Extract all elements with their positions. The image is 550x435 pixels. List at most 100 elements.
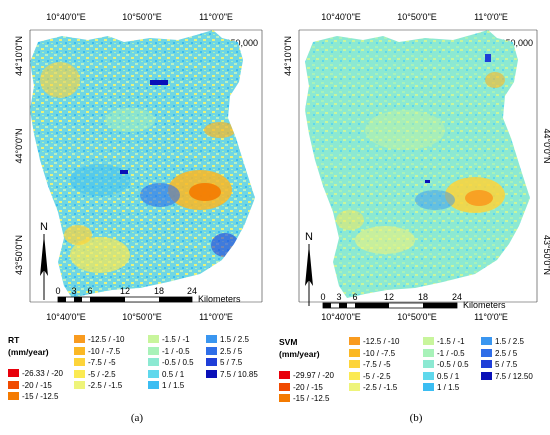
legend-label: 1 / 1.5	[437, 383, 460, 392]
legend-swatch	[74, 346, 85, 355]
legend-swatch	[8, 369, 19, 377]
legend-label: -29.97 / -20	[293, 371, 334, 380]
panel-rt: 10°40'0"E 10°50'0"E 11°0'0"E 10°40'0"E 1…	[8, 12, 263, 424]
legend-item: -10 / -7.5	[74, 346, 120, 357]
map-svm: 10°40'0"E 10°50'0"E 11°0'0"E 10°40'0"E 1…	[283, 12, 550, 322]
legend-swatch	[148, 335, 159, 343]
legend-item: 2.5 / 5	[206, 346, 242, 357]
svg-text:3: 3	[71, 286, 76, 296]
legend-swatch	[148, 346, 159, 355]
legend-label: -2.5 / -1.5	[363, 383, 398, 392]
legend-label: -2.5 / -1.5	[88, 381, 123, 390]
lon-label-2: 10°50'0"E	[122, 12, 162, 22]
legend-label: -7.5 / -5	[88, 358, 116, 367]
legend-title: RT	[8, 335, 20, 345]
lon-label-3: 11°0'0"E	[474, 12, 508, 22]
legend-unit: (mm/year)	[279, 349, 320, 359]
legend-label: -26.33 / -20	[22, 369, 63, 378]
legend-swatch	[349, 348, 360, 357]
legend-item: -1 / -0.5	[423, 348, 465, 359]
lat-label-3: 43°50'0"N	[14, 235, 24, 275]
legend-item: 0.5 / 1	[423, 371, 459, 382]
scale-bar: 0 3 6 12 18 24 Kilometers	[320, 292, 506, 310]
legend-item: -20 / -15	[8, 380, 52, 391]
legend-item: -7.5 / -5	[349, 359, 391, 370]
svg-text:24: 24	[187, 286, 197, 296]
legend-swatch	[148, 358, 159, 366]
legend-swatch	[349, 360, 360, 368]
legend-label: -7.5 / -5	[363, 360, 391, 369]
scale-unit: Kilometers	[198, 294, 241, 304]
study-area-rt	[30, 30, 255, 298]
svg-text:24: 24	[452, 292, 462, 302]
legend-item: -29.97 / -20	[279, 370, 334, 381]
lon-label-bottom-1: 10°40'0"E	[46, 312, 86, 322]
legend-label: 1.5 / 2.5	[495, 337, 524, 346]
north-arrow: N	[305, 231, 313, 306]
scale-unit: Kilometers	[463, 300, 506, 310]
legend-item: 1 / 1.5	[423, 382, 459, 393]
legend-label: -12.5 / -10	[363, 337, 400, 346]
north-label: N	[305, 231, 313, 243]
lon-label-bottom-3: 11°0'0"E	[474, 312, 508, 322]
legend-swatch	[206, 346, 217, 355]
north-arrow: N	[40, 221, 48, 300]
svg-text:18: 18	[418, 292, 428, 302]
legend-item: 7.5 / 10.85	[206, 369, 258, 380]
legend-label: -0.5 / 0.5	[437, 360, 469, 369]
legend-swatch	[481, 337, 492, 345]
legend-swatch	[279, 394, 290, 402]
legend-item: 1.5 / 2.5	[481, 336, 524, 347]
lon-label-3: 11°0'0"E	[199, 12, 233, 22]
panel-caption: (a)	[130, 412, 144, 424]
legend-item: -1 / -0.5	[148, 346, 190, 357]
legend-swatch	[423, 348, 434, 357]
legend-swatch	[148, 369, 159, 378]
legend-item: -0.5 / 0.5	[423, 359, 469, 370]
lon-label-1: 10°40'0"E	[46, 12, 86, 22]
legend-swatch	[148, 381, 159, 389]
legend-item: -2.5 / -1.5	[349, 382, 397, 393]
legend-swatch	[423, 371, 434, 380]
legend-item: -5 / -2.5	[74, 369, 116, 380]
legend-item: -20 / -15	[279, 382, 323, 393]
legend-label: -20 / -15	[22, 380, 52, 390]
legend-label: 2.5 / 5	[220, 346, 243, 356]
legend-swatch	[74, 381, 85, 389]
legend-item: 7.5 / 12.50	[481, 371, 533, 382]
legend-item: 1 / 1.5	[148, 380, 184, 391]
legend-swatch	[279, 382, 290, 391]
legend-item: -0.5 / 0.5	[148, 357, 194, 368]
legend-label: 1 / 1.5	[162, 381, 185, 390]
legend-swatch	[349, 371, 360, 380]
legend-label: 5 / 7.5	[220, 358, 243, 367]
legend-label: -10 / -7.5	[363, 348, 396, 358]
legend-item: -2.5 / -1.5	[74, 380, 122, 391]
legend-swatch	[206, 369, 217, 378]
panel-caption: (b)	[409, 412, 423, 424]
svg-text:3: 3	[336, 292, 341, 302]
legend-item: -10 / -7.5	[349, 348, 395, 359]
legend-label: 7.5 / 12.50	[495, 371, 533, 381]
legend-label: 2.5 / 5	[495, 348, 518, 358]
svg-text:0: 0	[55, 286, 60, 296]
legend-swatch	[8, 392, 19, 400]
legend-label: -1 / -0.5	[437, 348, 465, 358]
legend-label: -12.5 / -10	[88, 335, 125, 344]
svg-text:12: 12	[120, 286, 130, 296]
lat-label-2: 44°0'0"N	[14, 128, 24, 163]
legend-label: -1.5 / -1	[162, 335, 190, 344]
legend-item: -26.33 / -20	[8, 368, 63, 379]
lon-label-bottom-3: 11°0'0"E	[199, 312, 233, 322]
legend-item: -5 / -2.5	[349, 371, 391, 382]
legend-swatch	[481, 371, 492, 380]
legend-label: 0.5 / 1	[437, 371, 460, 381]
legend-swatch	[481, 360, 492, 368]
legend-label: -20 / -15	[293, 382, 323, 392]
legend-item: -15 / -12.5	[8, 391, 58, 402]
legend-swatch	[206, 335, 217, 343]
svg-text:0: 0	[320, 292, 325, 302]
legend-unit: (mm/year)	[8, 347, 49, 357]
legend-item: -1.5 / -1	[423, 336, 465, 347]
legend-label: -5 / -2.5	[88, 369, 116, 379]
